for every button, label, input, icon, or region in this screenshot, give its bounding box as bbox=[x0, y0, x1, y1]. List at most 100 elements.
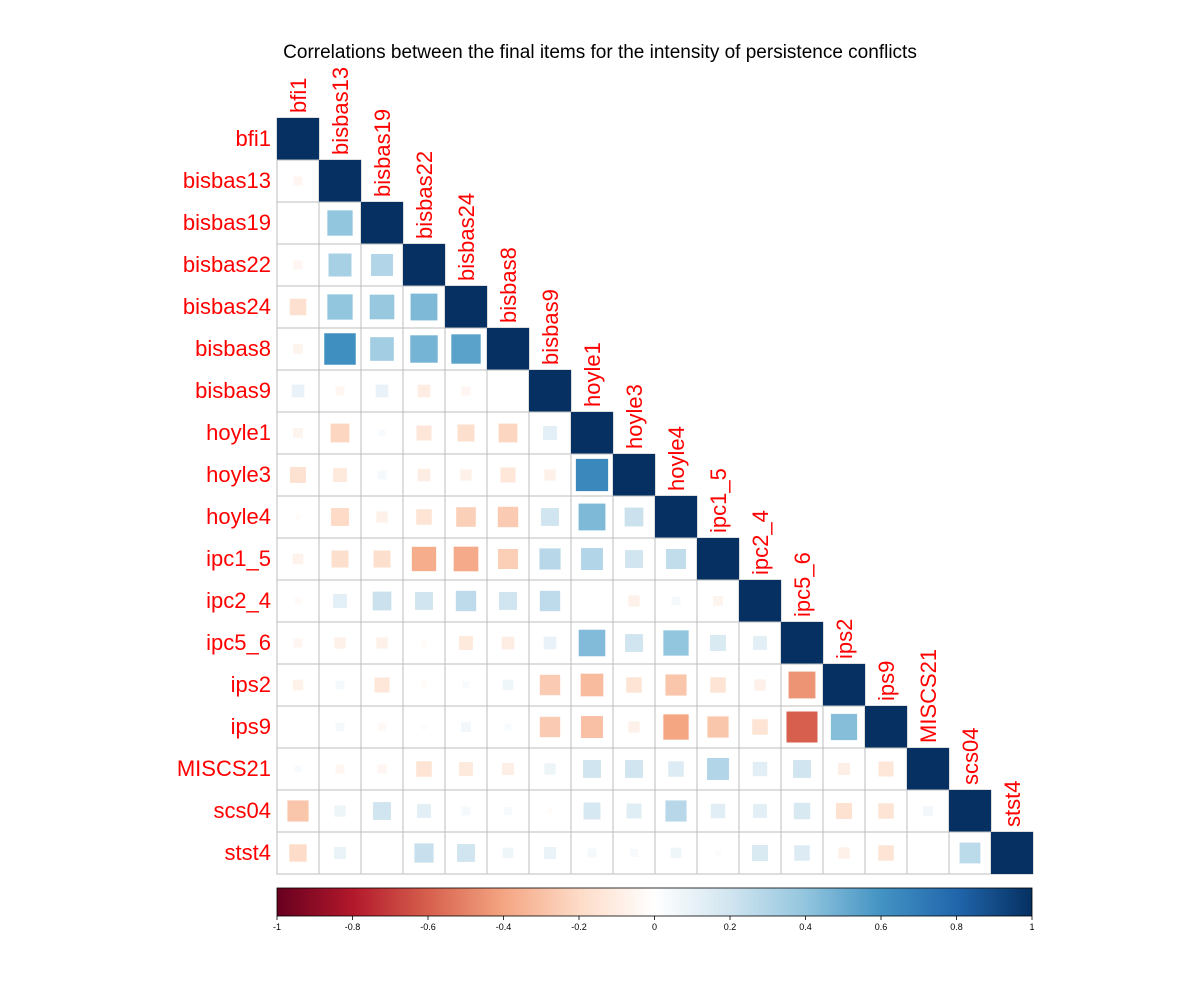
corr-square-hoyle1-bisbas22 bbox=[416, 425, 432, 441]
corr-square-stst4-ipc1_5 bbox=[715, 850, 721, 856]
corr-square-ipc2_4-bfi1 bbox=[294, 597, 302, 605]
corr-square-ips2-ips2 bbox=[823, 664, 865, 706]
corr-square-ips2-hoyle1 bbox=[580, 673, 604, 697]
cell-stst4-bisbas19 bbox=[360, 831, 404, 875]
row-label-bisbas8: bisbas8 bbox=[195, 336, 271, 361]
corr-square-ipc2_4-bisbas9 bbox=[539, 590, 561, 612]
cell-stst4-MISCS21 bbox=[906, 831, 950, 875]
colorbar-gradient bbox=[276, 887, 1033, 917]
corr-square-ipc1_5-bisbas9 bbox=[539, 548, 561, 570]
corr-square-MISCS21-bfi1 bbox=[294, 765, 302, 773]
corr-square-ipc1_5-hoyle4 bbox=[666, 549, 686, 569]
color-legend: -1 -0.8 -0.6 -0.4 -0.2 0 0.2 0.4 0.6 0.8 1 bbox=[273, 887, 1035, 932]
row-label-bisbas22: bisbas22 bbox=[183, 252, 271, 277]
corr-square-ips9-hoyle4 bbox=[663, 714, 689, 740]
col-label-hoyle3: hoyle3 bbox=[622, 384, 647, 449]
corr-square-ips2-bisbas8 bbox=[502, 679, 514, 691]
corr-square-ipc5_6-ipc2_4 bbox=[753, 636, 767, 650]
corr-square-scs04-bisbas19 bbox=[373, 802, 391, 820]
corr-square-bisbas24-bfi1 bbox=[289, 298, 307, 316]
corr-square-hoyle3-bisbas24 bbox=[460, 469, 472, 481]
corr-square-MISCS21-ipc2_4 bbox=[752, 761, 768, 777]
corr-square-hoyle4-bisbas8 bbox=[497, 506, 519, 528]
corr-square-bisbas22-bisbas19 bbox=[371, 254, 393, 276]
corr-square-ipc5_6-hoyle1 bbox=[578, 629, 606, 657]
corr-square-bisbas8-bisbas22 bbox=[410, 335, 438, 363]
corr-square-MISCS21-ipc1_5 bbox=[707, 758, 729, 780]
variable-labels: bfi1 bfi1 bisbas13 bisbas13 bisbas19 bisbas19… bbox=[177, 67, 1025, 865]
chart-title: Correlations between the final items for… bbox=[283, 42, 917, 63]
cell-bisbas9-bisbas8 bbox=[486, 369, 530, 413]
corr-square-ips2-hoyle3 bbox=[626, 677, 642, 693]
corr-square-stst4-bisbas9 bbox=[544, 847, 556, 859]
corr-square-ips2-bisbas9 bbox=[539, 674, 561, 696]
corr-square-hoyle4-hoyle1 bbox=[578, 503, 606, 531]
row-label-ips9: ips9 bbox=[231, 714, 271, 739]
corr-square-MISCS21-bisbas8 bbox=[502, 763, 514, 775]
corr-square-bisbas9-bisbas13 bbox=[335, 386, 345, 396]
cell-bisbas22-bisbas19 bbox=[360, 243, 404, 287]
corr-square-scs04-bisbas13 bbox=[334, 805, 346, 817]
corr-square-bisbas19-bisbas13 bbox=[327, 210, 353, 236]
col-label-bfi1: bfi1 bbox=[286, 78, 311, 113]
corr-square-stst4-ips9 bbox=[878, 845, 894, 861]
corr-square-MISCS21-ips2 bbox=[838, 763, 850, 775]
corr-square-MISCS21-hoyle4 bbox=[668, 761, 684, 777]
colorbar-tick-label: 0.6 bbox=[875, 922, 888, 932]
correlation-matrix bbox=[276, 117, 1034, 875]
corr-square-hoyle4-hoyle4 bbox=[655, 496, 697, 538]
colorbar-tick-label: 0.8 bbox=[950, 922, 963, 932]
corr-square-bisbas24-bisbas22 bbox=[410, 293, 438, 321]
row-label-hoyle3: hoyle3 bbox=[206, 462, 271, 487]
col-label-bisbas22: bisbas22 bbox=[412, 151, 437, 239]
corr-square-bfi1-bfi1 bbox=[277, 118, 319, 160]
col-label-ipc1_5: ipc1_5 bbox=[706, 468, 731, 533]
colorbar-tick-label: 0.2 bbox=[724, 922, 737, 932]
corr-square-stst4-ipc5_6 bbox=[794, 845, 810, 861]
corr-square-bisbas13-bisbas13 bbox=[319, 160, 361, 202]
corr-square-MISCS21-bisbas13 bbox=[335, 764, 345, 774]
corr-square-ips2-ipc1_5 bbox=[710, 677, 726, 693]
corr-square-ipc5_6-bisbas13 bbox=[334, 637, 346, 649]
corr-square-ipc2_4-bisbas13 bbox=[333, 594, 347, 608]
corr-square-bisbas8-bisbas13 bbox=[324, 333, 356, 365]
col-label-hoyle1: hoyle1 bbox=[580, 342, 605, 407]
corr-square-hoyle3-bfi1 bbox=[290, 467, 306, 483]
corr-square-ipc2_4-ipc1_5 bbox=[713, 596, 723, 606]
corr-square-ipc5_6-hoyle3 bbox=[625, 634, 643, 652]
corr-square-scs04-hoyle4 bbox=[665, 800, 687, 822]
corr-square-bisbas24-bisbas24 bbox=[445, 286, 487, 328]
row-label-bisbas9: bisbas9 bbox=[195, 378, 271, 403]
corr-square-ipc5_6-bfi1 bbox=[293, 638, 303, 648]
corr-square-ips9-ips9 bbox=[865, 706, 907, 748]
col-label-ips9: ips9 bbox=[874, 661, 899, 701]
row-label-ipc2_4: ipc2_4 bbox=[206, 588, 271, 613]
cell-bisbas19-bfi1 bbox=[276, 201, 320, 245]
corr-square-scs04-MISCS21 bbox=[923, 806, 933, 816]
col-label-MISCS21: MISCS21 bbox=[916, 649, 941, 743]
corr-square-scs04-scs04 bbox=[949, 790, 991, 832]
corr-square-bisbas13-bfi1 bbox=[293, 176, 303, 186]
corr-square-hoyle3-bisbas9 bbox=[544, 469, 556, 481]
corr-square-stst4-hoyle1 bbox=[587, 848, 597, 858]
corr-square-MISCS21-bisbas9 bbox=[544, 763, 556, 775]
corr-square-MISCS21-hoyle1 bbox=[583, 760, 601, 778]
corr-square-scs04-bfi1 bbox=[287, 800, 309, 822]
corr-square-hoyle4-hoyle3 bbox=[624, 507, 644, 527]
corr-square-ipc1_5-hoyle3 bbox=[625, 550, 643, 568]
corr-square-scs04-ipc2_4 bbox=[753, 804, 767, 818]
row-label-hoyle1: hoyle1 bbox=[206, 420, 271, 445]
corr-square-ipc2_4-bisbas19 bbox=[372, 591, 392, 611]
row-label-bisbas24: bisbas24 bbox=[183, 294, 271, 319]
corr-square-ipc1_5-bisbas24 bbox=[453, 546, 479, 572]
corr-square-ipc5_6-bisbas24 bbox=[459, 636, 473, 650]
row-label-MISCS21: MISCS21 bbox=[177, 756, 271, 781]
col-label-stst4: stst4 bbox=[1000, 781, 1025, 827]
corr-square-ipc1_5-ipc1_5 bbox=[697, 538, 739, 580]
corr-square-scs04-ipc1_5 bbox=[710, 803, 726, 819]
corr-square-MISCS21-MISCS21 bbox=[907, 748, 949, 790]
colorbar-tick-label: -1 bbox=[273, 922, 281, 932]
corr-square-bisbas22-bisbas22 bbox=[403, 244, 445, 286]
corr-square-bisbas8-bfi1 bbox=[293, 344, 303, 354]
